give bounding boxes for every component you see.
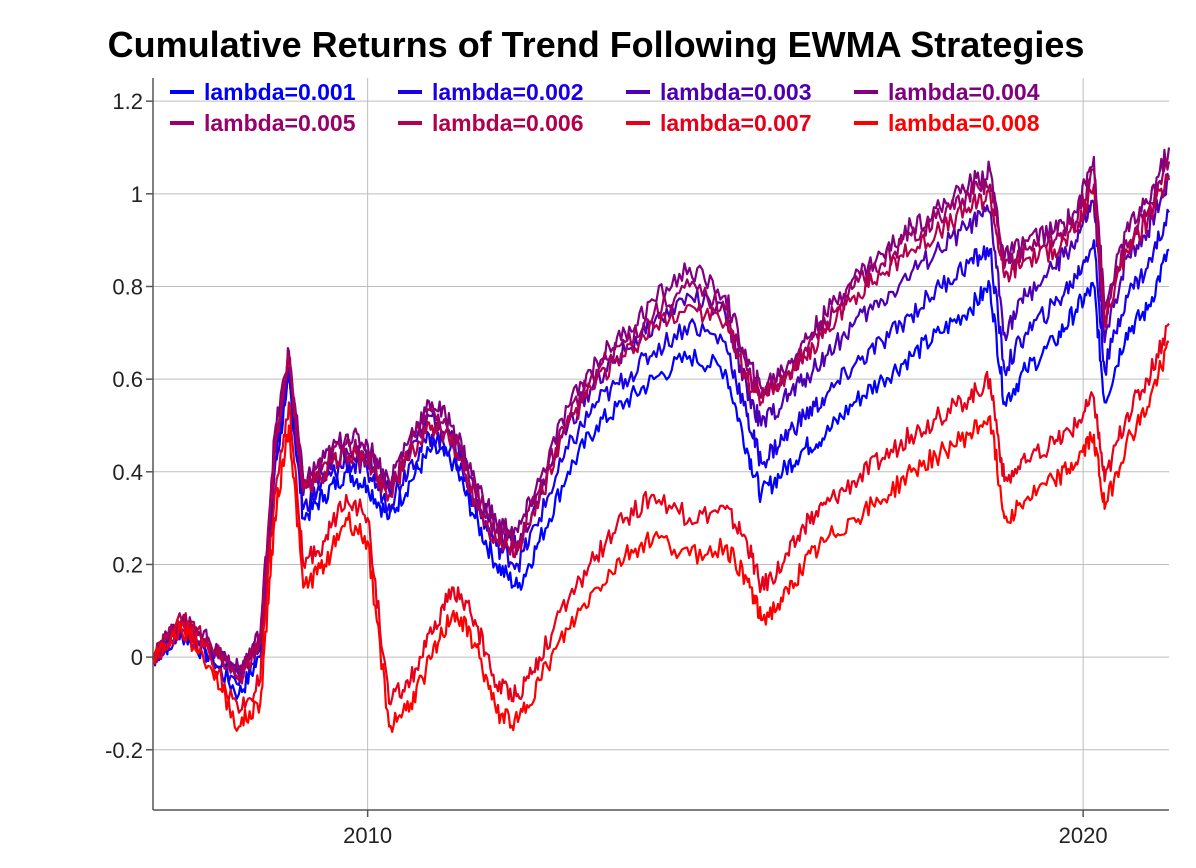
y-tick-label: 0 bbox=[131, 645, 143, 670]
series-line-lambda-0-005 bbox=[152, 158, 1171, 680]
series-line-lambda-0-007 bbox=[151, 322, 1170, 714]
series-line-lambda-0-006 bbox=[151, 173, 1171, 685]
y-tick-label: 1.2 bbox=[112, 89, 143, 114]
y-tick-label: 0.8 bbox=[112, 274, 143, 299]
legend-label: lambda=0.005 bbox=[204, 110, 356, 136]
axes: -0.2 0 0.2 0.4 0.6 0.8 1 1.2 2010 2020 bbox=[105, 78, 1169, 848]
legend-label: lambda=0.006 bbox=[432, 110, 584, 136]
grid bbox=[153, 78, 1169, 810]
legend-label: lambda=0.001 bbox=[204, 79, 356, 105]
legend-label: lambda=0.003 bbox=[660, 79, 812, 105]
legend-label: lambda=0.008 bbox=[888, 110, 1040, 136]
y-tick-label: 0.4 bbox=[112, 460, 143, 485]
y-tick-label: 1 bbox=[131, 182, 143, 207]
y-tick-label: -0.2 bbox=[105, 738, 143, 763]
series-line-lambda-0-003 bbox=[152, 172, 1171, 681]
x-tick-label: 2020 bbox=[1059, 823, 1108, 848]
legend-label: lambda=0.002 bbox=[432, 79, 584, 105]
legend-label: lambda=0.007 bbox=[660, 110, 812, 136]
legend-label: lambda=0.004 bbox=[888, 79, 1040, 105]
series-line-lambda-0-004 bbox=[151, 147, 1171, 678]
chart-title: Cumulative Returns of Trend Following EW… bbox=[108, 24, 1085, 65]
legend: lambda=0.001 lambda=0.002 lambda=0.003 lamb… bbox=[170, 79, 1040, 136]
series-group bbox=[151, 147, 1171, 733]
x-tick-label: 2010 bbox=[343, 823, 392, 848]
series-line-lambda-0-002 bbox=[151, 208, 1170, 686]
y-tick-label: 0.6 bbox=[112, 367, 143, 392]
series-line-lambda-0-008 bbox=[151, 340, 1170, 733]
y-tick-label: 0.2 bbox=[112, 552, 143, 577]
